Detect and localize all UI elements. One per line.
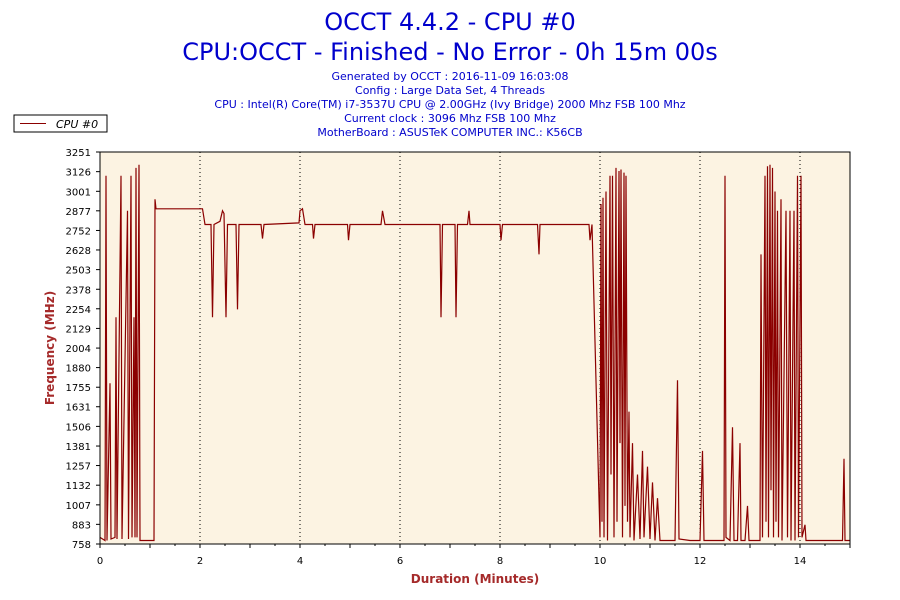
- chart-title: OCCT 4.4.2 - CPU #0: [324, 8, 575, 36]
- legend-box: [13, 114, 108, 133]
- y-tick-label: 1506: [66, 422, 91, 433]
- y-tick-label: 2378: [66, 285, 91, 296]
- y-tick-label: 3251: [66, 148, 91, 159]
- x-tick-label: 10: [594, 556, 607, 567]
- y-tick-label: 2628: [66, 246, 91, 257]
- y-tick-label: 3126: [66, 168, 91, 179]
- y-tick-label: 2129: [66, 324, 91, 335]
- x-tick-label: 0: [97, 556, 103, 567]
- y-tick-label: 1257: [66, 462, 91, 473]
- y-tick-label: 1132: [66, 481, 91, 492]
- info-line: Current clock : 3096 Mhz FSB 100 Mhz: [344, 112, 556, 125]
- y-tick-label: 1755: [66, 383, 91, 394]
- x-tick-label: 8: [497, 556, 503, 567]
- y-tick-label: 3001: [66, 187, 91, 198]
- series-line-cpu0: [99, 164, 850, 542]
- y-tick-label: 2004: [66, 344, 91, 355]
- info-lines: Generated by OCCT : 2016-11-09 16:03:08C…: [214, 70, 685, 139]
- plot-area: [100, 152, 850, 544]
- y-tick-label: 2503: [66, 266, 91, 277]
- info-line: Generated by OCCT : 2016-11-09 16:03:08: [331, 70, 568, 83]
- y-tick-label: 2877: [66, 207, 91, 218]
- y-tick-label: 2752: [66, 226, 91, 237]
- y-axis-label: Frequency (MHz): [43, 291, 57, 405]
- x-axis-label: Duration (Minutes): [411, 572, 539, 586]
- series-layer: [99, 164, 850, 542]
- y-tick-label: 1631: [66, 403, 91, 414]
- x-tick-label: 2: [197, 556, 203, 567]
- info-line: Config : Large Data Set, 4 Threads: [355, 84, 545, 97]
- x-tick-label: 6: [397, 556, 403, 567]
- chart-subtitle: CPU:OCCT - Finished - No Error - 0h 15m …: [182, 38, 718, 66]
- info-line: MotherBoard : ASUSTeK COMPUTER INC.: K56…: [317, 126, 582, 139]
- y-axis: 758 883 1007 1132 1257 1381 1506 1631 1755 1880 20…: [66, 148, 100, 551]
- y-tick-label: 1381: [66, 442, 91, 453]
- legend: CPU #0: [13, 114, 108, 133]
- x-tick-label: 4: [297, 556, 303, 567]
- y-tick-label: 2254: [66, 305, 91, 316]
- y-tick-label: 758: [72, 540, 91, 551]
- info-line: CPU : Intel(R) Core(TM) i7-3537U CPU @ 2…: [214, 98, 685, 111]
- legend-label: CPU #0: [56, 118, 98, 131]
- x-tick-label: 14: [794, 556, 807, 567]
- x-tick-label: 12: [694, 556, 707, 567]
- y-tick-label: 883: [72, 520, 91, 531]
- x-axis: 0 2 4 6 8 10 12 14: [97, 544, 851, 567]
- y-tick-label: 1007: [66, 501, 91, 512]
- y-tick-label: 1880: [66, 364, 91, 375]
